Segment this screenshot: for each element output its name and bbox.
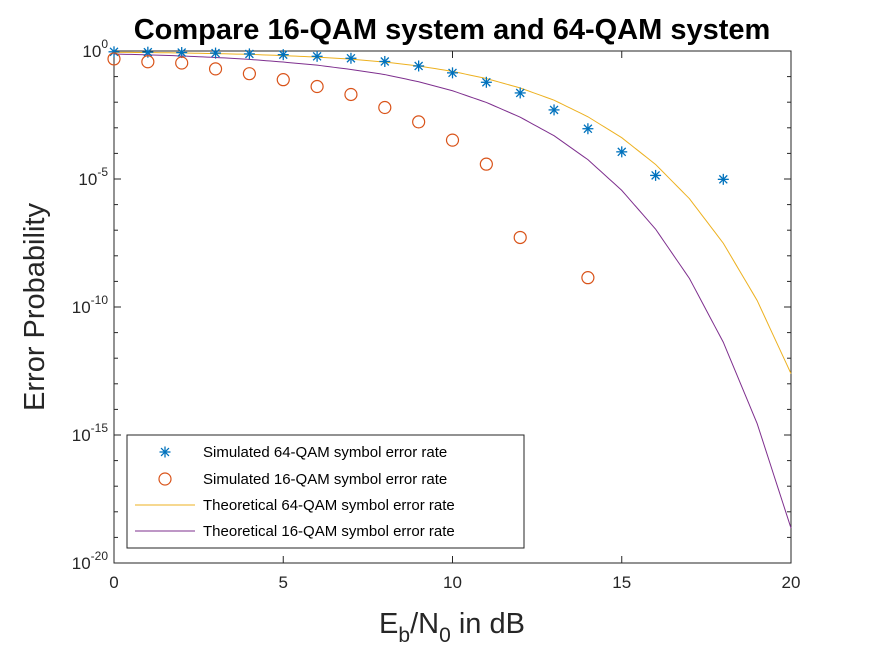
legend-box <box>126 434 525 549</box>
data-point-simulated-16qam <box>276 73 290 87</box>
data-point-simulated-64qam <box>345 52 357 64</box>
data-point-simulated-64qam <box>243 48 255 60</box>
y-axis-label: Error Probability <box>19 203 51 411</box>
x-tick-label: 5 <box>279 573 288 592</box>
x-axis-label-prefix: E <box>379 608 398 640</box>
x-tick-label: 20 <box>782 573 801 592</box>
chart-title: Compare 16-QAM system and 64-QAM system <box>134 14 771 46</box>
legend-label: Theoretical 16-QAM symbol error rate <box>203 523 455 540</box>
series-layer <box>107 46 792 529</box>
data-point-simulated-16qam <box>479 157 493 171</box>
y-tick-exponent: -15 <box>91 421 109 435</box>
x-axis-label-suffix: in dB <box>451 608 525 640</box>
data-point-simulated-64qam <box>277 49 289 61</box>
data-point-simulated-16qam <box>344 87 358 102</box>
legend-label: Simulated 64-QAM symbol error rate <box>203 444 447 461</box>
data-point-simulated-64qam <box>413 60 425 72</box>
y-tick-label: 10-15 <box>72 421 109 445</box>
legend-label: Theoretical 64-QAM symbol error rate <box>203 497 455 514</box>
y-tick-base: 10 <box>78 170 97 189</box>
series-line-theoretical-16qam <box>113 53 792 529</box>
y-tick-base: 10 <box>72 554 91 573</box>
y-tick-exponent: 0 <box>101 37 108 51</box>
legend-label: Simulated 16-QAM symbol error rate <box>203 471 447 488</box>
data-point-simulated-16qam <box>107 52 121 66</box>
data-point-simulated-64qam <box>210 47 222 59</box>
data-point-simulated-64qam <box>480 76 492 88</box>
data-point-simulated-64qam <box>582 123 594 135</box>
data-point-simulated-64qam <box>548 104 560 116</box>
legend-star-marker <box>159 446 171 458</box>
y-tick-exponent: -20 <box>91 549 109 563</box>
x-axis-label-sub-b: b <box>398 624 410 647</box>
legend-entry: Simulated 64-QAM symbol error rate <box>159 444 447 461</box>
legend-entry: Theoretical 16-QAM symbol error rate <box>135 523 455 540</box>
data-point-simulated-16qam <box>208 62 223 76</box>
x-axis-label-mid: /N <box>410 608 439 640</box>
x-tick-label: 0 <box>109 573 118 592</box>
data-point-simulated-16qam <box>513 230 527 245</box>
x-axis-label-sub-0: 0 <box>439 624 451 647</box>
data-point-simulated-16qam <box>412 115 426 129</box>
data-point-simulated-16qam <box>445 133 460 147</box>
data-point-simulated-16qam <box>141 55 155 69</box>
data-point-simulated-16qam <box>242 67 256 81</box>
legend: Simulated 64-QAM symbol error rate Simula… <box>126 434 525 549</box>
x-axis-label: Eb/N0 in dB <box>379 608 525 647</box>
x-tick-label: 10 <box>443 573 462 592</box>
y-tick-exponent: -5 <box>97 165 108 179</box>
data-point-simulated-64qam <box>311 50 323 62</box>
y-tick-label: 10-10 <box>72 293 109 317</box>
data-point-simulated-64qam <box>514 87 526 99</box>
data-point-simulated-16qam <box>581 271 595 285</box>
y-tick-exponent: -10 <box>91 293 109 307</box>
y-tick-label: 100 <box>82 37 108 61</box>
data-point-simulated-64qam <box>108 46 120 58</box>
data-point-simulated-64qam <box>717 173 729 185</box>
data-point-simulated-16qam <box>175 56 189 70</box>
data-point-simulated-64qam <box>616 146 628 158</box>
data-point-simulated-64qam <box>379 55 391 67</box>
data-point-simulated-16qam <box>310 79 324 94</box>
legend-entry: Theoretical 64-QAM symbol error rate <box>135 497 455 514</box>
y-tick-base: 10 <box>72 298 91 317</box>
data-point-simulated-64qam <box>650 169 662 181</box>
y-tick-label: 10-5 <box>78 165 108 189</box>
x-tick-label: 15 <box>612 573 631 592</box>
data-point-simulated-64qam <box>447 67 458 79</box>
legend-circle-marker <box>158 472 172 486</box>
data-point-simulated-64qam <box>176 47 188 59</box>
legend-entry: Simulated 16-QAM symbol error rate <box>158 471 447 488</box>
y-tick-base: 10 <box>72 426 91 445</box>
y-tick-label: 10-20 <box>72 549 109 573</box>
y-tick-base: 10 <box>82 42 101 61</box>
data-point-simulated-16qam <box>378 100 392 115</box>
